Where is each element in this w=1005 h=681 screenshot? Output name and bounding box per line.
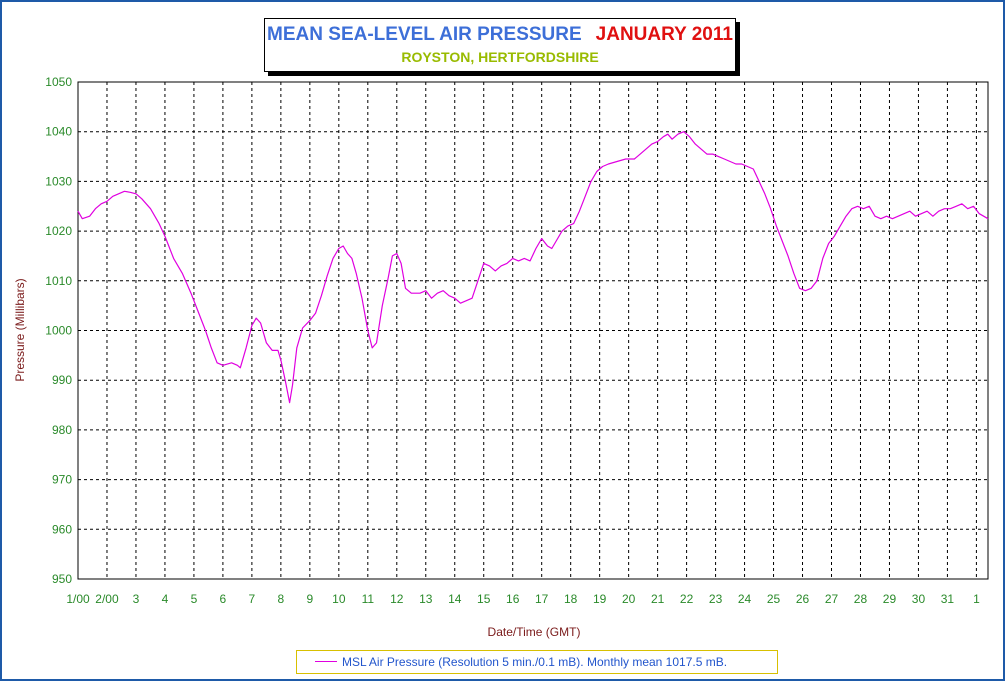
- x-tick-label: 1/00: [66, 592, 90, 606]
- x-tick-label: 23: [709, 592, 723, 606]
- x-tick-label: 28: [854, 592, 868, 606]
- title-line: MEAN SEA-LEVEL AIR PRESSURE JANUARY 2011: [265, 24, 735, 46]
- y-tick-label: 1050: [45, 75, 72, 89]
- x-tick-label: 15: [477, 592, 491, 606]
- legend-label: MSL Air Pressure (Resolution 5 min./0.1 …: [342, 655, 728, 669]
- y-tick-label: 1030: [45, 174, 72, 188]
- y-tick-label: 1040: [45, 125, 72, 139]
- x-axis-ticks: 1/00 2/00 3 4 5 6 7 8 9 10 11 12 13 14 15 16 17 18 19 20 21 2…: [66, 592, 980, 606]
- x-tick-label: 17: [535, 592, 549, 606]
- y-tick-label: 990: [52, 373, 72, 387]
- x-tick-label: 7: [249, 592, 256, 606]
- x-tick-label: 14: [448, 592, 462, 606]
- x-tick-label: 22: [680, 592, 694, 606]
- plot-area: [78, 82, 988, 579]
- x-tick-label: 8: [278, 592, 285, 606]
- y-tick-label: 1020: [45, 224, 72, 238]
- x-tick-label: 31: [941, 592, 955, 606]
- grid-lines: [78, 82, 988, 579]
- x-tick-label: 30: [912, 592, 926, 606]
- y-tick-label: 950: [52, 572, 72, 586]
- x-tick-label: 1: [973, 592, 980, 606]
- chart-subtitle: ROYSTON, HERTFORDSHIRE: [401, 49, 599, 65]
- x-tick-label: 11: [362, 592, 375, 606]
- x-tick-label: 4: [162, 592, 169, 606]
- x-tick-label: 19: [593, 592, 607, 606]
- x-tick-label: 2/00: [95, 592, 119, 606]
- x-tick-label: 5: [191, 592, 198, 606]
- x-tick-label: 12: [390, 592, 404, 606]
- chart-title-period: JANUARY 2011: [595, 24, 733, 45]
- x-tick-label: 20: [622, 592, 636, 606]
- x-tick-label: 27: [825, 592, 839, 606]
- x-tick-label: 16: [506, 592, 520, 606]
- x-axis-label: Date/Time (GMT): [488, 625, 581, 639]
- x-tick-label: 10: [332, 592, 346, 606]
- x-tick-label: 24: [738, 592, 752, 606]
- y-axis-label: Pressure (Millibars): [13, 278, 27, 381]
- plot-border: [77, 81, 989, 580]
- legend: MSL Air Pressure (Resolution 5 min./0.1 …: [296, 650, 778, 674]
- x-tick-label: 6: [220, 592, 227, 606]
- x-tick-label: 29: [883, 592, 897, 606]
- x-tick-label: 26: [796, 592, 810, 606]
- title-box: MEAN SEA-LEVEL AIR PRESSURE JANUARY 2011 …: [264, 18, 736, 72]
- y-axis-ticks: 950 960 970 980 990 1000 1010 1020 1030 1040 1050: [45, 75, 72, 586]
- x-tick-label: 3: [133, 592, 140, 606]
- y-tick-label: 980: [52, 423, 72, 437]
- chart-title: MEAN SEA-LEVEL AIR PRESSURE: [267, 24, 582, 45]
- y-tick-label: 1000: [45, 324, 72, 338]
- x-tick-label: 9: [307, 592, 314, 606]
- y-tick-label: 1010: [45, 274, 72, 288]
- legend-swatch: [315, 661, 337, 662]
- y-tick-label: 960: [52, 522, 72, 536]
- x-tick-label: 25: [767, 592, 781, 606]
- pressure-series-line: [77, 131, 989, 404]
- x-tick-label: 18: [564, 592, 578, 606]
- x-tick-label: 21: [651, 592, 665, 606]
- x-tick-label: 13: [419, 592, 433, 606]
- y-tick-label: 970: [52, 473, 72, 487]
